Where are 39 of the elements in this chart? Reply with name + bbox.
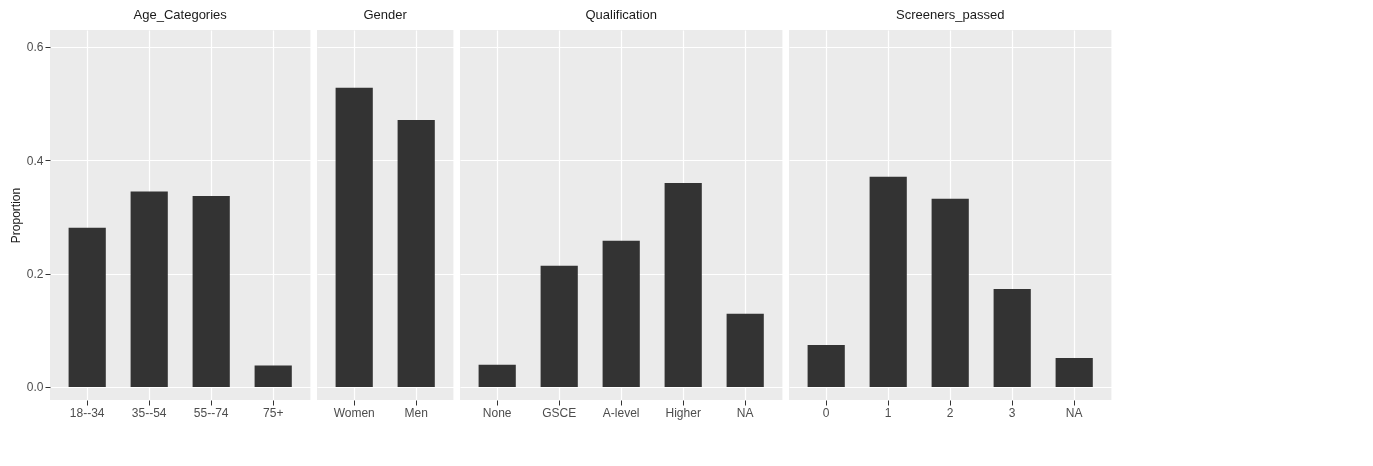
x-tick-label: 1 [884,405,892,420]
x-tick-label: 35--54 [131,405,167,420]
x-tick-label: A-level [602,405,640,420]
bar [993,288,1031,387]
x-tick-label: 3 [1008,405,1016,420]
chart-title: Screeners_passed [896,7,1005,22]
bar [478,364,516,387]
x-tick-label: Higher [665,405,701,420]
chart-title: Qualification [585,7,657,22]
bar [192,196,230,387]
bar [807,345,845,387]
bar [664,182,702,387]
x-tick-label: 2 [946,405,954,420]
bar [869,176,907,387]
chart-title: Gender [363,7,408,22]
chart-title: Age_Categories [133,7,228,22]
x-tick-label: Men [404,405,428,420]
bar [1055,358,1093,387]
x-tick-label: Women [333,405,375,420]
x-tick-label: GSCE [542,405,577,420]
bar [726,313,764,387]
bar [68,227,106,387]
bar [931,198,969,387]
y-tick-label: 0.2 [26,267,44,282]
x-tick-label: 18--34 [69,405,105,420]
x-tick-label: None [482,405,512,420]
bar [254,365,292,387]
bar [130,191,168,387]
x-tick-label: NA [736,405,754,420]
bar [540,265,578,387]
y-axis-title: Proportion [8,187,23,244]
bar [602,240,640,387]
y-tick-label: 0.0 [26,380,44,395]
y-tick-label: 0.6 [26,40,44,55]
y-tick-label: 0.4 [26,153,44,168]
x-tick-label: 55--74 [193,405,229,420]
x-tick-label: 0 [822,405,830,420]
x-tick-label: 75+ [263,405,284,420]
x-tick-label: NA [1065,405,1083,420]
